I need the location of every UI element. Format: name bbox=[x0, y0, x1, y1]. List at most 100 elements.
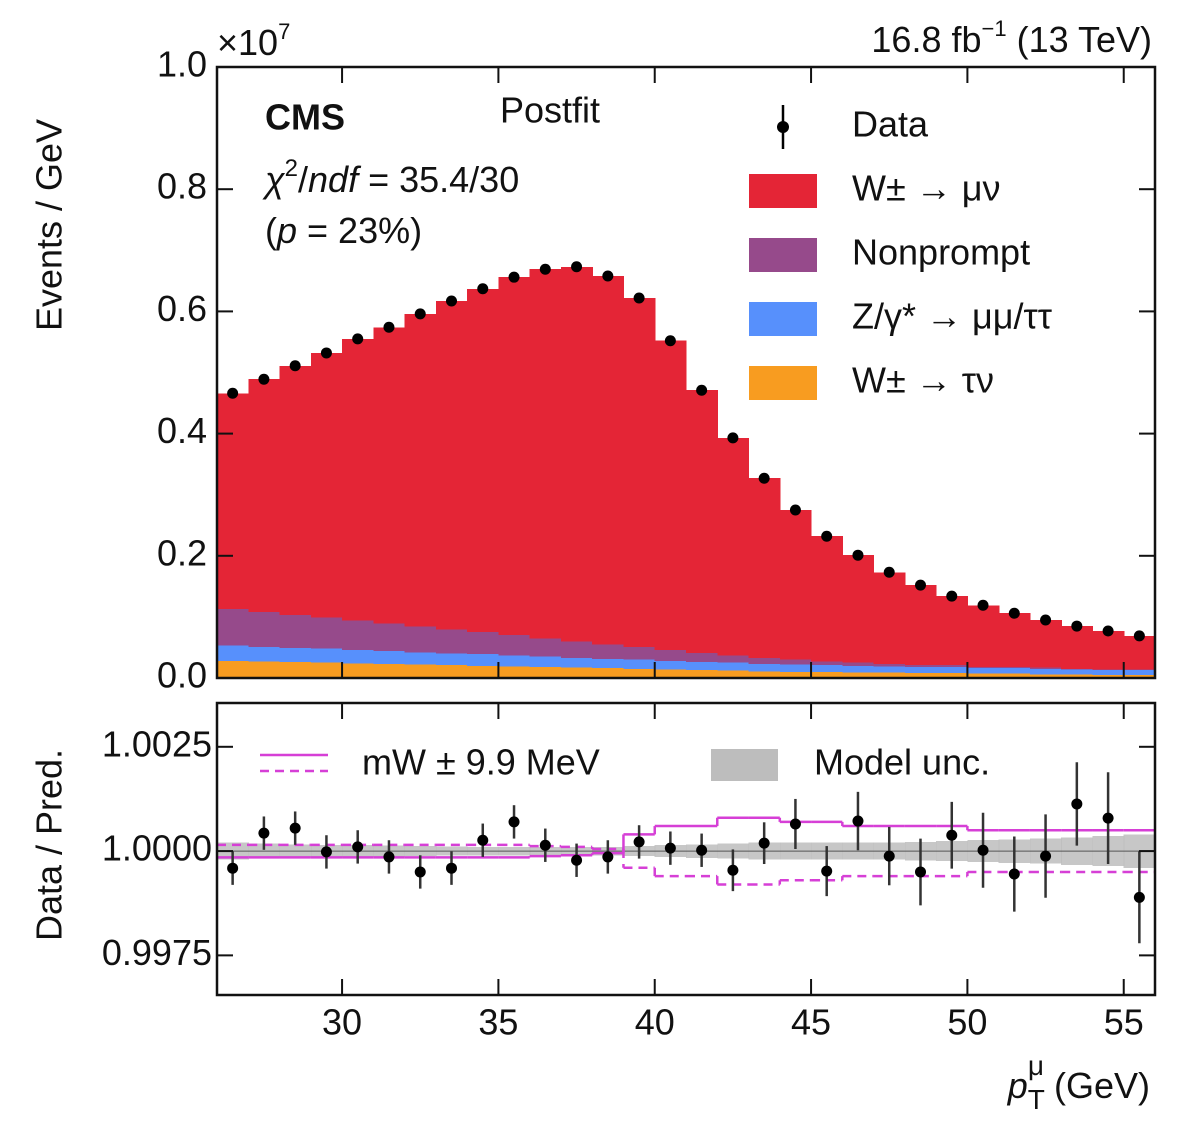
stack-segment bbox=[592, 668, 625, 678]
y-tick-label: 0.8 bbox=[157, 166, 207, 207]
data-point bbox=[883, 850, 895, 862]
top-panel bbox=[217, 261, 1156, 678]
stack-segment bbox=[279, 365, 312, 616]
chi2: χ2/ndf = 35.4/30 bbox=[262, 155, 519, 199]
chi2-value: = 35.4/30 bbox=[358, 159, 519, 200]
legend-label: W± → μν bbox=[852, 168, 1000, 209]
bottom-panel bbox=[217, 762, 1156, 944]
data-point bbox=[602, 270, 614, 282]
legend-marker bbox=[777, 121, 789, 133]
stack-segment bbox=[404, 313, 437, 627]
lumi: 16.8 fb−1 (13 TeV) bbox=[871, 16, 1152, 60]
stack-segment bbox=[435, 653, 468, 666]
y-tick-label: 1.0 bbox=[157, 44, 207, 85]
stack-segment bbox=[310, 662, 343, 678]
data-point bbox=[352, 333, 364, 345]
stack-segment bbox=[310, 617, 343, 649]
stack-segment bbox=[529, 638, 562, 657]
multiplier-base: ×10 bbox=[217, 22, 278, 63]
multiplier-exp: 7 bbox=[278, 19, 290, 44]
stack-segment bbox=[467, 632, 499, 655]
stack-segment bbox=[435, 665, 468, 678]
stack-segment bbox=[404, 664, 437, 678]
data-point bbox=[1133, 630, 1145, 642]
stack-segment bbox=[623, 659, 656, 669]
legend-label: Data bbox=[852, 104, 929, 145]
pvalue-p: p bbox=[276, 210, 297, 251]
stack-segment bbox=[717, 437, 750, 656]
data-point bbox=[1102, 812, 1114, 824]
data-point bbox=[852, 815, 864, 827]
stack-segment bbox=[998, 668, 1031, 674]
data-point bbox=[1102, 625, 1114, 637]
stack-segment bbox=[1092, 669, 1125, 671]
x-tick-label: 55 bbox=[1104, 1002, 1144, 1043]
stack-segment bbox=[248, 646, 281, 662]
stack-segment bbox=[873, 572, 906, 664]
legend-swatch bbox=[749, 302, 817, 336]
stack-segment bbox=[967, 605, 1000, 668]
x-label-sub: T bbox=[1028, 1084, 1045, 1115]
data-point bbox=[633, 292, 645, 304]
data-point bbox=[446, 862, 457, 874]
stack-segment bbox=[904, 667, 937, 674]
data-point bbox=[915, 579, 926, 591]
stack-segment bbox=[560, 266, 593, 642]
x-tick-label: 45 bbox=[791, 1002, 831, 1043]
data-point bbox=[1008, 607, 1020, 619]
stack-segment bbox=[842, 662, 875, 666]
data-point bbox=[539, 839, 551, 851]
data-point bbox=[477, 834, 489, 846]
data-point bbox=[727, 864, 739, 876]
data-point bbox=[1071, 798, 1083, 810]
stack-segment bbox=[1123, 635, 1156, 670]
data-point bbox=[1008, 868, 1020, 880]
stack-segment bbox=[1092, 630, 1125, 670]
stack-segment bbox=[686, 670, 718, 678]
stack-segment bbox=[1061, 668, 1094, 670]
x-label-sup: μ bbox=[1028, 1050, 1044, 1081]
legend-swatch bbox=[749, 366, 817, 400]
data-point bbox=[602, 851, 614, 863]
x-tick-label: 40 bbox=[635, 1002, 675, 1043]
x-axis-label: pTμ (GeV) bbox=[1007, 1050, 1150, 1115]
data-point bbox=[977, 844, 989, 856]
y-axis-label: Events / GeV bbox=[29, 119, 70, 331]
stack-segment bbox=[435, 629, 468, 654]
data-point bbox=[320, 347, 332, 359]
stack-segment bbox=[404, 626, 437, 653]
stack-segment bbox=[936, 673, 968, 678]
stack-segment bbox=[686, 652, 718, 663]
stack-segment bbox=[623, 646, 656, 660]
data-point bbox=[758, 472, 770, 484]
stack-segment bbox=[467, 654, 499, 666]
data-point bbox=[383, 321, 395, 333]
stack-segment bbox=[1029, 619, 1062, 668]
stack-segment bbox=[217, 645, 249, 661]
data-point bbox=[1040, 850, 1052, 862]
stack-segment bbox=[1029, 668, 1062, 675]
stack-segment bbox=[686, 662, 718, 671]
stack-segment bbox=[936, 665, 968, 668]
chi2-exp: 2 bbox=[285, 155, 298, 182]
data-point bbox=[414, 866, 426, 878]
data-point bbox=[571, 261, 583, 273]
data-point bbox=[915, 866, 926, 878]
stack-segment bbox=[373, 623, 406, 652]
data-point bbox=[821, 865, 833, 877]
data-point bbox=[352, 841, 364, 853]
data-point bbox=[414, 308, 426, 320]
stack-segment bbox=[842, 555, 875, 663]
data-point bbox=[1133, 891, 1145, 903]
stack-segment bbox=[936, 667, 968, 674]
data-point bbox=[227, 387, 239, 399]
stack-segment bbox=[623, 668, 656, 678]
stack-segment bbox=[748, 663, 781, 672]
legend-label: Nonprompt bbox=[852, 232, 1030, 273]
stack-segment bbox=[717, 662, 750, 671]
stack-segment bbox=[748, 657, 781, 664]
legend-swatch bbox=[749, 174, 817, 208]
stack-segment bbox=[248, 612, 281, 647]
data-point bbox=[477, 283, 489, 295]
data-point bbox=[508, 271, 520, 283]
